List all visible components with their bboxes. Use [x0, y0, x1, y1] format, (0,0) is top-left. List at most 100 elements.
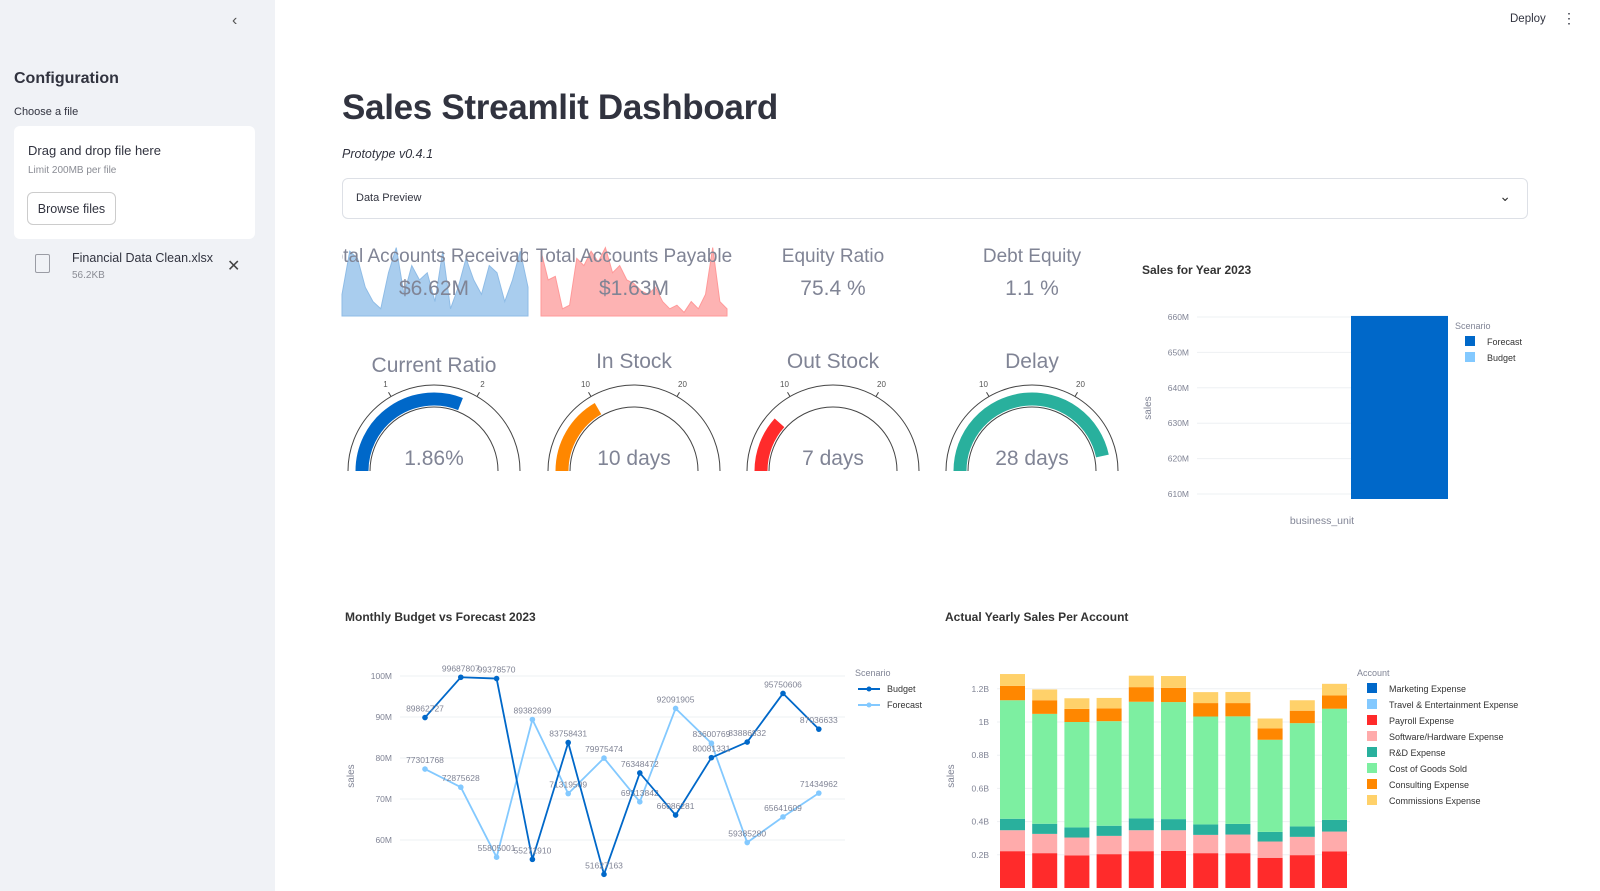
legend-item[interactable]: Consulting Expense	[1389, 780, 1469, 790]
bar-segment[interactable]	[1257, 718, 1283, 729]
data-point[interactable]	[708, 740, 715, 747]
bar-segment[interactable]	[1032, 713, 1058, 824]
remove-file-icon[interactable]: ✕	[227, 258, 241, 275]
bar-segment[interactable]	[1128, 818, 1154, 831]
legend-item[interactable]: Cost of Goods Sold	[1389, 764, 1467, 774]
bar-segment[interactable]	[1322, 831, 1347, 852]
bar-segment[interactable]	[1289, 836, 1315, 856]
data-point[interactable]	[744, 839, 750, 846]
bar-segment[interactable]	[1128, 851, 1154, 888]
bar-segment[interactable]	[1096, 835, 1122, 855]
bar-segment[interactable]	[1128, 830, 1154, 852]
data-point[interactable]	[422, 714, 428, 721]
bar-segment[interactable]	[1128, 675, 1154, 688]
bar-segment[interactable]	[1225, 823, 1251, 835]
legend-swatch[interactable]	[1465, 352, 1475, 362]
legend-swatch[interactable]	[1367, 731, 1377, 741]
data-point[interactable]	[493, 854, 500, 860]
data-preview-expander[interactable]: Data Preview ⌄	[342, 178, 1528, 219]
bar-segment[interactable]	[1289, 710, 1315, 724]
bar-segment[interactable]	[1064, 722, 1090, 828]
legend-swatch[interactable]	[1367, 699, 1377, 709]
bar-segment[interactable]	[1128, 701, 1154, 819]
data-point[interactable]	[458, 784, 464, 791]
bar-segment[interactable]	[1064, 698, 1090, 709]
legend-item[interactable]: Budget	[887, 684, 916, 694]
collapse-sidebar-icon[interactable]: ‹	[232, 12, 238, 29]
bar-segment[interactable]	[1064, 827, 1090, 838]
bar-segment[interactable]	[1161, 687, 1186, 703]
bar-segment[interactable]	[1128, 687, 1154, 702]
data-point[interactable]	[565, 790, 571, 797]
bar-segment[interactable]	[1322, 695, 1347, 709]
bar-segment[interactable]	[1161, 676, 1186, 688]
bar-segment[interactable]	[1000, 685, 1025, 701]
data-point[interactable]	[780, 690, 786, 697]
bar-segment[interactable]	[1000, 674, 1025, 686]
bar-segment[interactable]	[1096, 721, 1122, 826]
bar-segment[interactable]	[1289, 855, 1315, 888]
bar-segment[interactable]	[1161, 850, 1186, 888]
legend-item[interactable]: Marketing Expense	[1389, 684, 1466, 694]
bar-segment[interactable]	[1000, 830, 1025, 852]
bar-segment[interactable]	[1289, 723, 1315, 827]
data-point[interactable]	[529, 856, 536, 863]
bar-segment[interactable]	[1225, 703, 1251, 717]
legend-item[interactable]: Budget	[1487, 353, 1516, 363]
data-point[interactable]	[816, 790, 822, 796]
bar-segment[interactable]	[1193, 716, 1219, 825]
data-point[interactable]	[529, 716, 536, 723]
bar-segment[interactable]	[1096, 697, 1122, 709]
bar-segment[interactable]	[1032, 833, 1058, 854]
bar-segment[interactable]	[1322, 819, 1347, 832]
legend-item[interactable]: Travel & Entertainment Expense	[1389, 700, 1518, 710]
bar-segment[interactable]	[1064, 708, 1090, 722]
bar-segment[interactable]	[1289, 826, 1315, 837]
bar-segment[interactable]	[1096, 854, 1122, 888]
bar-segment[interactable]	[1000, 851, 1025, 888]
bar-segment[interactable]	[1000, 818, 1025, 831]
legend-item[interactable]: Payroll Expense	[1389, 716, 1454, 726]
bar-segment[interactable]	[1322, 708, 1347, 820]
bar-segment[interactable]	[1225, 691, 1251, 704]
bar-segment[interactable]	[1096, 708, 1122, 722]
deploy-button[interactable]: Deploy	[1510, 13, 1546, 25]
data-point[interactable]	[816, 726, 822, 732]
bar-segment[interactable]	[1032, 700, 1058, 714]
legend-item[interactable]: Commissions Expense	[1389, 796, 1481, 806]
legend-swatch[interactable]	[1465, 336, 1475, 346]
data-point[interactable]	[672, 705, 679, 712]
data-point[interactable]	[565, 739, 571, 746]
bar-segment[interactable]	[1193, 703, 1219, 717]
bar-segment[interactable]	[1289, 700, 1315, 711]
legend-item[interactable]: R&D Expense	[1389, 748, 1446, 758]
data-point[interactable]	[493, 675, 500, 682]
bar-segment[interactable]	[1225, 716, 1251, 824]
data-point[interactable]	[672, 812, 679, 818]
data-point[interactable]	[637, 799, 643, 805]
legend-swatch[interactable]	[1367, 715, 1377, 725]
bar-segment[interactable]	[1193, 834, 1219, 854]
main-menu-icon[interactable]: ⋮	[1562, 10, 1576, 26]
legend-item[interactable]: Forecast	[887, 700, 923, 710]
bar-segment[interactable]	[1257, 739, 1283, 832]
bar-segment[interactable]	[1032, 853, 1058, 888]
bar-segment[interactable]	[1322, 851, 1347, 888]
bar-segment[interactable]	[1032, 689, 1058, 701]
bar-segment[interactable]	[1064, 837, 1090, 856]
legend-swatch[interactable]	[1367, 779, 1377, 789]
bar-segment[interactable]	[1322, 683, 1347, 696]
bar-segment[interactable]	[1161, 819, 1186, 831]
bar-segment[interactable]	[1257, 728, 1283, 740]
data-point[interactable]	[744, 739, 750, 745]
bar-segment[interactable]	[1161, 702, 1186, 820]
bar-segment[interactable]	[1257, 831, 1283, 842]
data-point[interactable]	[780, 814, 786, 820]
bar-segment[interactable]	[1064, 855, 1090, 888]
data-point[interactable]	[708, 754, 715, 761]
data-point[interactable]	[601, 755, 607, 761]
bar-segment[interactable]	[1257, 857, 1283, 888]
data-point[interactable]	[458, 674, 464, 681]
bar-segment[interactable]	[1096, 825, 1122, 836]
bar-segment[interactable]	[1032, 823, 1058, 834]
